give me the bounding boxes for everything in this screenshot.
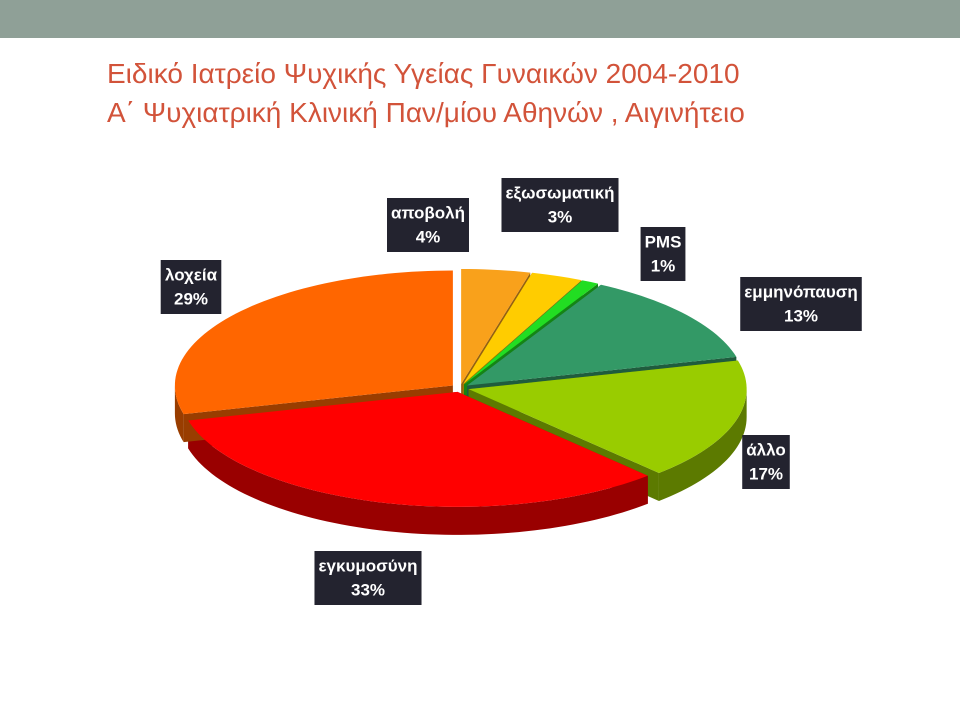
label-value: 29%: [174, 289, 208, 308]
pie-slice: [464, 280, 599, 385]
label-box: [314, 551, 422, 605]
pie-slice: [468, 360, 747, 473]
slice-side: [188, 420, 648, 535]
pie-slice: [461, 268, 531, 384]
label-category: άλλο: [746, 440, 786, 459]
label-value: 33%: [351, 580, 385, 599]
label-box: [160, 260, 222, 314]
pie-slice: [467, 284, 737, 386]
pie-slice: [188, 391, 648, 507]
label-value: 17%: [749, 464, 783, 483]
pie-slice: [174, 270, 453, 415]
data-labels: αποβολή 4% εξωσωματική 3% PMS 1% εμμηνόπαυση 13…: [160, 178, 862, 605]
label-value: 13%: [784, 306, 818, 325]
data-label: PMS 1%: [640, 227, 686, 281]
top-bar: [0, 0, 960, 38]
label-box: [387, 198, 469, 252]
label-value: 1%: [651, 256, 676, 275]
data-label: εξωσωματική 3%: [501, 178, 619, 232]
data-label: λοχεία 29%: [160, 260, 222, 314]
data-label: εγκυμοσύνη 33%: [314, 551, 422, 605]
label-box: [740, 277, 862, 331]
label-value: 4%: [416, 227, 441, 246]
label-box: [501, 178, 619, 232]
slice-side: [658, 389, 747, 501]
label-category: αποβολή: [391, 203, 465, 222]
label-box: [742, 435, 790, 489]
label-value: 3%: [548, 207, 573, 226]
pie-slices: [174, 268, 747, 507]
pie-slice: [463, 272, 582, 385]
label-category: εγκυμοσύνη: [318, 556, 417, 575]
label-category: εμμηνόπαυση: [744, 282, 858, 301]
data-label: αποβολή 4%: [387, 198, 469, 252]
data-label: άλλο 17%: [742, 435, 790, 489]
label-category: εξωσωματική: [505, 183, 614, 202]
chart-title: Ειδικό Ιατρείο Ψυχικής Υγείας Γυναικών 2…: [107, 58, 740, 89]
label-category: λοχεία: [165, 265, 218, 284]
data-label: εμμηνόπαυση 13%: [740, 277, 862, 331]
label-box: [640, 227, 686, 281]
label-category: PMS: [645, 232, 682, 251]
chart-subtitle: Α΄ Ψυχιατρική Κλινική Παν/μίου Αθηνών , …: [107, 97, 745, 128]
slice-side: [174, 385, 184, 443]
